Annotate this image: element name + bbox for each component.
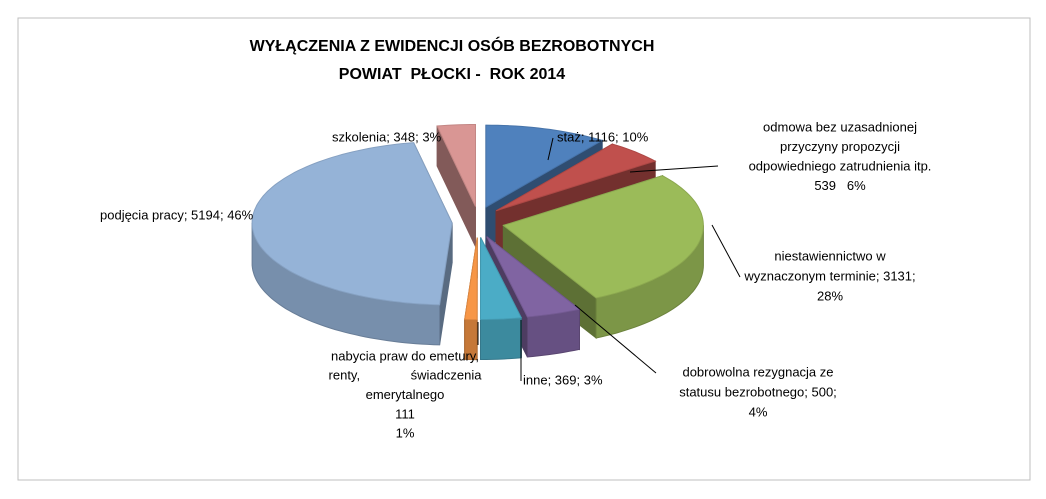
- data-labels: staż; 1116; 10% odmowa bez uzasadnionej pr…: [100, 119, 931, 440]
- data-label: 539 6%: [814, 178, 866, 193]
- slice: [464, 237, 478, 321]
- slice: [479, 237, 523, 320]
- slice: [502, 175, 704, 299]
- data-label: szkolenia; 348; 3%: [332, 129, 442, 144]
- slice-wall: [480, 317, 522, 360]
- data-label: emerytalnego: [366, 387, 445, 402]
- slice: [495, 143, 657, 212]
- data-label: 28%: [817, 288, 843, 303]
- data-label: staż; 1116; 10%: [557, 129, 649, 144]
- data-label: podjęcia pracy; 5194; 46%: [100, 207, 254, 222]
- data-label: 1%: [396, 426, 415, 441]
- data-label: renty, świadczenia: [329, 368, 483, 383]
- slice: [251, 142, 453, 306]
- data-label: przyczyny propozycji: [780, 139, 900, 154]
- data-label: nabycia praw do emetury,: [331, 348, 479, 363]
- slice: [485, 124, 604, 208]
- data-label: dobrowolna rezygnacja ze: [682, 364, 833, 379]
- data-label: inne; 369; 3%: [523, 372, 603, 387]
- slice: [436, 124, 476, 207]
- leader-lines: [477, 137, 741, 381]
- pie: [251, 124, 704, 361]
- data-label: niestawiennictwo w: [774, 248, 886, 263]
- chart-title: WYŁĄCZENIA Z EWIDENCJI OSÓB BEZROBOTNYCH: [250, 36, 655, 55]
- data-label: wyznaczonym terminie; 3131;: [743, 268, 915, 283]
- data-label: statusu bezrobotnego; 500;: [679, 384, 837, 399]
- data-label: odpowiedniego zatrudnienia itp.: [749, 158, 932, 173]
- data-label: 111: [395, 406, 415, 421]
- slice: [486, 236, 581, 318]
- chart-title: POWIAT PŁOCKI - ROK 2014: [339, 66, 566, 83]
- data-label: 4%: [749, 404, 768, 419]
- data-label: odmowa bez uzasadnionej: [763, 119, 917, 134]
